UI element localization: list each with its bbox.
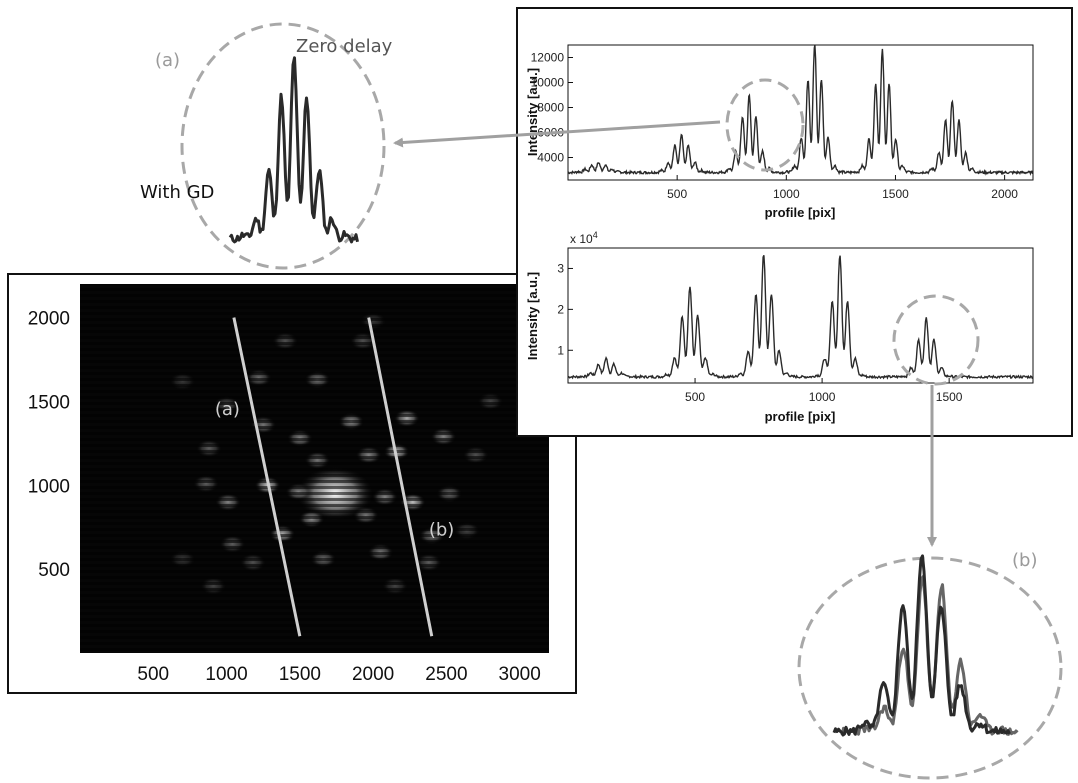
image-y-ticks: 500 1000 1500 2000 [28, 309, 70, 582]
profile-bottom-y-tick-2: 3 [557, 261, 564, 275]
profile-top-axes [567, 44, 1034, 181]
profile-top-y-tick-0: 4000 [537, 151, 564, 165]
profile-bottom-y-tick-1: 2 [557, 302, 564, 316]
image-x-tick-1: 1000 [205, 664, 247, 685]
profile-bottom-axes [567, 247, 1034, 384]
profile-bottom-y-tick-0: 1 [557, 343, 564, 357]
zoom-a-panel-label: (a) [155, 50, 180, 71]
image-annotation-a: (a) [215, 399, 240, 420]
profile-bottom-ylabel: Intensity [a.u.] [525, 272, 540, 360]
image-y-tick-1: 1000 [28, 476, 70, 497]
image-x-tick-2: 1500 [279, 664, 321, 685]
image-x-tick-3: 2000 [352, 664, 394, 685]
zoom-a-with-gd-label: With GD [140, 182, 214, 203]
profile-top-ylabel: Intensity [a.u.] [525, 68, 540, 156]
profile-top-x-tick-3: 2000 [991, 187, 1018, 201]
image-y-tick-2: 1500 [28, 392, 70, 413]
profile-bottom-xlabel: profile [pix] [765, 409, 836, 424]
fringe-overlay [80, 284, 549, 653]
profile-top-x-tick-1: 1000 [773, 187, 800, 201]
zoom-a-trace [228, 56, 359, 244]
image-annotation-b: (b) [429, 520, 454, 541]
zoom-a: (a) Zero delay With GD [140, 22, 393, 270]
profile-top-xlabel: profile [pix] [765, 205, 836, 220]
profile-bottom-x-tick-2: 1500 [936, 390, 963, 404]
zoom-b-trace [832, 554, 1011, 737]
sampling-line-1 [367, 317, 434, 637]
sampling-line-0 [232, 317, 302, 637]
profile-top-chart: 5001000150020004000600080001000012000 pr… [525, 44, 1034, 220]
profile-top-y-tick-2: 8000 [537, 101, 564, 115]
profile-bottom-trace [567, 255, 1034, 380]
image-panel: 500 1000 1500 2000 2500 3000 500100015002000 … [7, 273, 577, 694]
zoom-b-panel-label: (b) [1012, 550, 1037, 571]
profile-bottom-chart: 500 1000 1500 1 2 3 profile [pix] Intensity [… [525, 230, 1034, 424]
image-x-ticks: 500 1000 1500 2000 2500 3000 [137, 664, 540, 685]
profile-top-x-tick-2: 1500 [882, 187, 909, 201]
profile-top-highlight-circle [725, 78, 805, 172]
profile-panel-frame [516, 7, 1073, 437]
zoom-a-zero-delay-label: Zero delay [296, 36, 393, 57]
image-x-tick-4: 2500 [425, 664, 467, 685]
profile-bottom-x-tick-1: 1000 [809, 390, 836, 404]
image-y-tick-3: 2000 [28, 309, 70, 330]
sampling-lines [232, 317, 434, 637]
profile-top-y-tick-3: 10000 [531, 76, 565, 90]
image-y-tick-0: 500 [38, 560, 70, 581]
image-x-tick-0: 500 [137, 664, 169, 685]
profile-top-y-tick-4: 12000 [531, 51, 565, 65]
arrow-to-zoom-a [393, 120, 721, 148]
profile-bottom-highlight-circle [892, 294, 980, 386]
profile-bottom-multiplier: x 104 [570, 230, 598, 246]
profile-bottom-ticks: 500 1000 1500 1 2 3 [557, 261, 963, 404]
profile-top-ticks: 5001000150020004000600080001000012000 [531, 51, 1019, 202]
zoom-b: (b) [797, 550, 1063, 780]
profile-top-trace [567, 44, 1034, 176]
profile-bottom-x-tick-0: 500 [685, 390, 705, 404]
profile-top-x-tick-0: 500 [667, 187, 687, 201]
image-x-tick-5: 3000 [499, 664, 541, 685]
